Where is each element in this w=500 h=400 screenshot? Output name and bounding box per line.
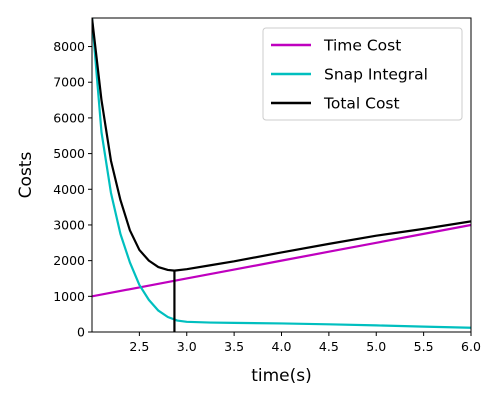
- x-axis-title: time(s): [251, 366, 312, 386]
- series-line-time-cost: [92, 223, 471, 298]
- y-axis: 0 1000 2000 3000 4000 5000 6000 7000 8000: [53, 39, 92, 340]
- y-tick-label: 8000: [53, 39, 85, 54]
- y-tick-label: 5000: [53, 146, 85, 161]
- x-tick-label: 2.5: [129, 339, 149, 354]
- legend-label: Snap Integral: [324, 66, 428, 84]
- legend: Time Cost Snap Integral Total Cost: [262, 27, 463, 121]
- y-tick-label: 0: [77, 325, 85, 340]
- x-tick-label: 5.0: [366, 339, 386, 354]
- legend-label: Time Cost: [323, 37, 401, 55]
- x-tick-label: 4.5: [319, 339, 339, 354]
- y-tick-label: 4000: [53, 182, 85, 197]
- y-axis-title: Costs: [16, 152, 36, 199]
- x-axis: 2.5 3.0 3.5 4.0 4.5 5.0 5.5 6.0: [129, 332, 481, 354]
- x-tick-label: 5.5: [414, 339, 434, 354]
- y-tick-label: 7000: [53, 75, 85, 90]
- series-layer: [92, 18, 471, 329]
- y-tick-label: 2000: [53, 253, 85, 268]
- series-line-snap-integral: [92, 18, 471, 329]
- legend-label: Total Cost: [323, 95, 400, 113]
- x-tick-label: 3.5: [224, 339, 244, 354]
- legend-box: [262, 27, 463, 121]
- y-tick-label: 1000: [53, 289, 85, 304]
- x-tick-label: 3.0: [177, 339, 197, 354]
- y-tick-label: 6000: [53, 110, 85, 125]
- series-line-total-cost: [92, 18, 471, 272]
- x-tick-label: 4.0: [272, 339, 292, 354]
- x-tick-label: 6.0: [461, 339, 481, 354]
- y-tick-label: 3000: [53, 217, 85, 232]
